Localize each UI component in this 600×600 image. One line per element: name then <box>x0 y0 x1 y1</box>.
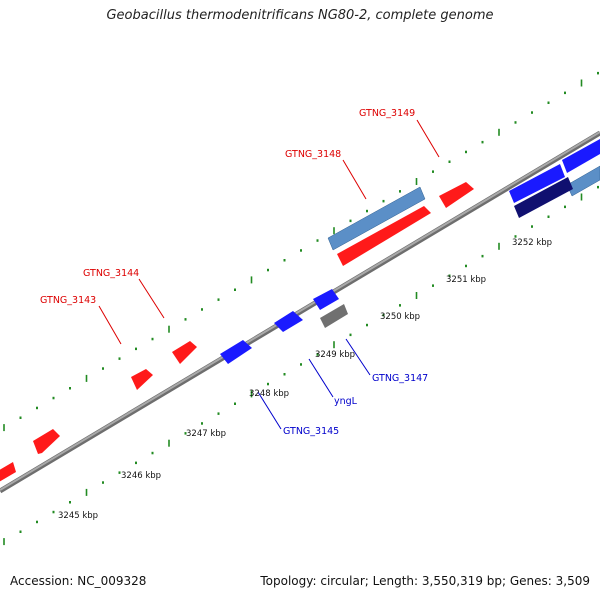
leader-yngL <box>308 358 334 398</box>
kbp-label: 3249 kbp <box>315 350 355 360</box>
forward-genes <box>0 182 474 482</box>
rna-feature[interactable] <box>566 165 600 197</box>
rna-features <box>320 165 600 328</box>
gene-label-GTNG_3145[interactable]: GTNG_3145 <box>283 426 339 437</box>
kbp-label: 3246 kbp <box>121 471 161 481</box>
gene-arrow-reverse[interactable] <box>509 164 565 203</box>
pseudo-gene[interactable] <box>320 304 348 328</box>
gene-label-GTNG_3143[interactable]: GTNG_3143 <box>40 295 96 306</box>
accession-text: Accession: NC_009328 <box>10 574 147 588</box>
gene-label-GTNG_3148[interactable]: GTNG_3148 <box>285 149 341 160</box>
gene-arrow-yngL[interactable] <box>313 289 339 310</box>
kbp-label: 3250 kbp <box>380 312 420 322</box>
leader-GTNG_3145 <box>257 391 282 430</box>
gene-arrow-reverse[interactable] <box>562 139 600 173</box>
leader-GTNG_3148 <box>342 159 367 200</box>
gene-arrow-GTNG_3145[interactable] <box>274 311 303 332</box>
backbone <box>0 130 600 494</box>
kbp-label: 3251 kbp <box>446 275 486 285</box>
gene-label-GTNG_3149[interactable]: GTNG_3149 <box>359 108 415 119</box>
kbp-label: 3245 kbp <box>58 511 98 521</box>
gene-label-GTNG_3147[interactable]: GTNG_3147 <box>372 373 428 384</box>
gene-arrow-GTNG_3148[interactable] <box>337 206 431 266</box>
rna-feature-dark[interactable] <box>514 177 573 218</box>
kbp-label: 3252 kbp <box>512 238 552 248</box>
map-title: Geobacillus thermodenitrificans NG80-2, … <box>106 8 494 23</box>
kbp-label: 3248 kbp <box>249 389 289 399</box>
leader-GTNG_3149 <box>416 119 440 158</box>
leader-GTNG_3147 <box>345 338 371 376</box>
leader-GTNG_3144 <box>138 278 165 319</box>
gene-arrow-forward[interactable] <box>131 369 153 390</box>
reverse-genes <box>220 139 600 364</box>
gene-labels: GTNG_3149 GTNG_3148 GTNG_3144 GTNG_3143 … <box>40 108 428 437</box>
topology-text: Topology: circular; Length: 3,550,319 bp… <box>260 574 590 588</box>
kbp-label: 3247 kbp <box>186 429 226 439</box>
leader-GTNG_3143 <box>98 305 122 345</box>
gene-arrow-forward[interactable] <box>33 429 60 454</box>
gene-arrow-forward[interactable] <box>172 341 197 364</box>
gene-label-yngL[interactable]: yngL <box>334 396 358 407</box>
gene-arrow-reverse[interactable] <box>220 340 252 364</box>
gene-arrow-GTNG_3149[interactable] <box>439 182 474 208</box>
gene-label-GTNG_3144[interactable]: GTNG_3144 <box>83 268 139 279</box>
label-leaders <box>98 119 440 430</box>
gene-arrow-forward[interactable] <box>0 462 16 482</box>
kbp-labels: 3245 kbp 3246 kbp 3247 kbp 3248 kbp 3249… <box>58 238 552 521</box>
rna-feature[interactable] <box>327 186 426 251</box>
tick-tracks <box>3 71 599 546</box>
